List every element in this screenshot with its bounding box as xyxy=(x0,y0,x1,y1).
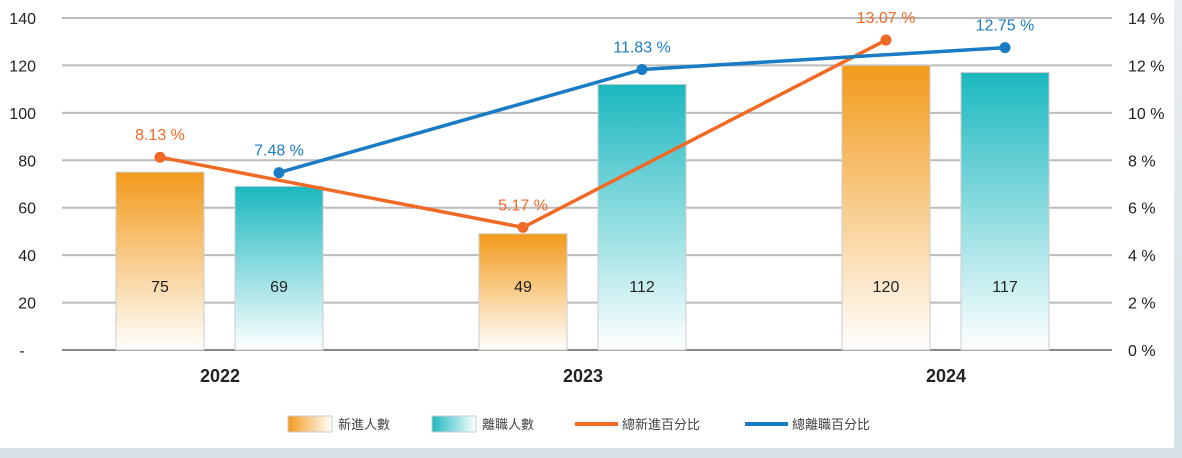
bar-departures xyxy=(234,185,324,351)
left-tick-label: 20 xyxy=(18,296,36,313)
bar-value-label: 120 xyxy=(873,279,900,296)
bar-value-label: 69 xyxy=(270,279,288,296)
line-point xyxy=(517,221,529,233)
point-label: 13.07 % xyxy=(857,10,916,27)
right-tick-label: 8 % xyxy=(1128,153,1156,170)
right-tick-label: 0 % xyxy=(1128,343,1156,360)
point-label: 12.75 % xyxy=(976,18,1035,35)
line-point xyxy=(154,151,166,163)
x-tick-label: 2022 xyxy=(200,366,240,386)
line-point xyxy=(636,63,648,75)
point-label: 11.83 % xyxy=(613,39,671,56)
legend-label: 總新進百分比 xyxy=(622,417,700,432)
point-label: 7.48 % xyxy=(254,143,304,160)
left-tick-label: 120 xyxy=(9,58,36,75)
point-label: 5.17 % xyxy=(498,197,548,214)
line-point xyxy=(999,42,1011,54)
right-tick-label: 10 % xyxy=(1128,106,1164,123)
right-tick-label: 2 % xyxy=(1128,296,1156,313)
right-tick-label: 14 % xyxy=(1128,11,1164,28)
bar-departures xyxy=(960,72,1050,351)
left-tick-label: - xyxy=(19,343,24,360)
left-tick-label: 100 xyxy=(9,106,36,123)
bar-new-hires xyxy=(478,233,568,351)
legend-label: 新進人數 xyxy=(338,417,390,432)
left-tick-label: 40 xyxy=(18,248,36,265)
bar-value-label: 49 xyxy=(514,279,532,296)
x-tick-label: 2024 xyxy=(926,366,966,386)
bar-new-hires xyxy=(115,171,205,351)
legend-swatch-new-hires xyxy=(287,415,333,433)
left-tick-label: 60 xyxy=(18,201,36,218)
line-point xyxy=(273,167,285,179)
right-tick-label: 12 % xyxy=(1128,58,1164,75)
bar-value-label: 117 xyxy=(992,279,1018,296)
right-tick-label: 4 % xyxy=(1128,248,1156,265)
legend-label: 離職人數 xyxy=(482,417,534,432)
point-label: 8.13 % xyxy=(135,127,185,144)
legend-label: 總離職百分比 xyxy=(792,417,870,432)
legend-swatch-departures xyxy=(431,415,477,433)
bar-value-label: 75 xyxy=(151,279,169,296)
left-tick-label: 140 xyxy=(9,11,36,28)
right-tick-label: 6 % xyxy=(1128,201,1156,218)
line-point xyxy=(880,34,892,46)
bar-value-label: 112 xyxy=(629,279,655,296)
x-tick-label: 2023 xyxy=(563,366,603,386)
bar-new-hires xyxy=(841,64,931,351)
bar-departures xyxy=(597,83,687,351)
left-tick-label: 80 xyxy=(18,153,36,170)
